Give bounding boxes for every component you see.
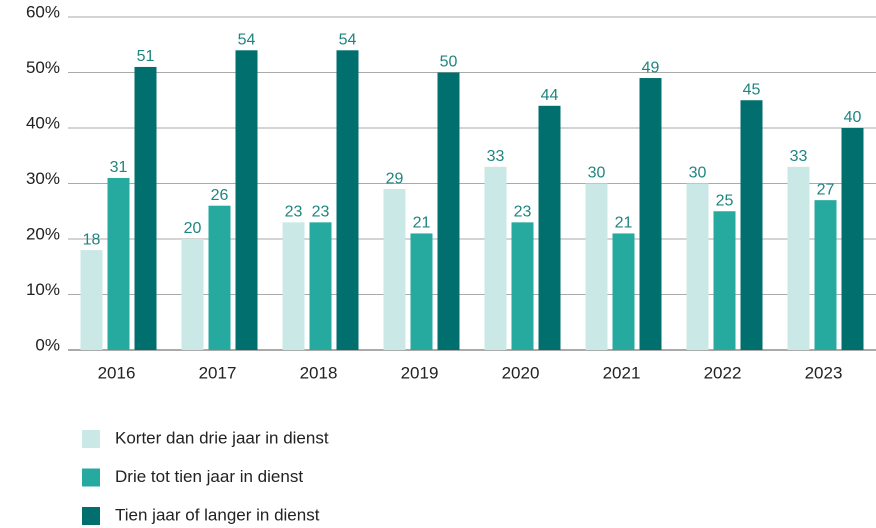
value-label: 33: [790, 148, 808, 165]
value-label: 40: [844, 109, 862, 126]
x-tick-label: 2017: [199, 363, 237, 382]
legend-label: Drie tot tien jaar in dienst: [115, 467, 303, 486]
value-label: 45: [743, 81, 761, 98]
value-label: 26: [211, 187, 229, 204]
bar: [80, 250, 103, 350]
bar: [208, 205, 231, 350]
value-label: 25: [716, 192, 734, 209]
x-tick-label: 2023: [805, 363, 843, 382]
value-label: 44: [541, 87, 559, 104]
bar: [740, 100, 763, 350]
x-tick-label: 2022: [704, 363, 742, 382]
value-label: 54: [339, 32, 357, 49]
value-label: 23: [514, 204, 532, 221]
bar: [538, 105, 561, 350]
bar: [612, 233, 635, 350]
bar: [484, 166, 507, 350]
bar: [713, 211, 736, 350]
bar: [814, 200, 837, 350]
bar: [639, 78, 662, 351]
y-tick-label: 0%: [35, 335, 60, 354]
y-tick-label: 30%: [26, 169, 60, 188]
x-tick-label: 2021: [603, 363, 641, 382]
x-tick-label: 2016: [98, 363, 136, 382]
bar: [585, 183, 608, 350]
bar: [511, 222, 534, 350]
value-label: 30: [588, 165, 606, 182]
value-label: 23: [285, 204, 303, 221]
legend-swatch: [82, 430, 100, 448]
y-tick-label: 10%: [26, 280, 60, 299]
bar: [410, 233, 433, 350]
value-label: 49: [642, 59, 660, 76]
bar: [336, 50, 359, 351]
value-label: 23: [312, 204, 330, 221]
bar: [134, 66, 157, 350]
y-tick-label: 50%: [26, 58, 60, 77]
value-label: 27: [817, 181, 835, 198]
value-label: 20: [184, 220, 202, 237]
bar: [686, 183, 709, 350]
y-tick-label: 20%: [26, 224, 60, 243]
value-label: 50: [440, 54, 458, 71]
bar: [235, 50, 258, 351]
bar: [437, 72, 460, 350]
bar: [383, 189, 406, 350]
bar: [841, 128, 864, 350]
value-label: 54: [238, 32, 256, 49]
value-label: 29: [386, 170, 404, 187]
bar: [181, 239, 204, 350]
bar: [282, 222, 305, 350]
value-label: 18: [83, 231, 101, 248]
x-tick-label: 2020: [502, 363, 540, 382]
value-label: 30: [689, 165, 707, 182]
bar: [107, 177, 130, 350]
x-tick-label: 2019: [401, 363, 439, 382]
bar: [787, 166, 810, 350]
y-tick-label: 60%: [26, 2, 60, 21]
value-label: 33: [487, 148, 505, 165]
legend-swatch: [82, 507, 100, 525]
legend-swatch: [82, 468, 100, 487]
x-tick-label: 2018: [300, 363, 338, 382]
value-label: 51: [137, 48, 155, 65]
value-label: 31: [110, 159, 128, 176]
value-label: 21: [615, 215, 633, 232]
legend-label: Tien jaar of langer in dienst: [115, 505, 320, 524]
bar: [309, 222, 332, 350]
y-tick-label: 40%: [26, 113, 60, 132]
legend-label: Korter dan drie jaar in dienst: [115, 428, 329, 447]
value-label: 21: [413, 215, 431, 232]
